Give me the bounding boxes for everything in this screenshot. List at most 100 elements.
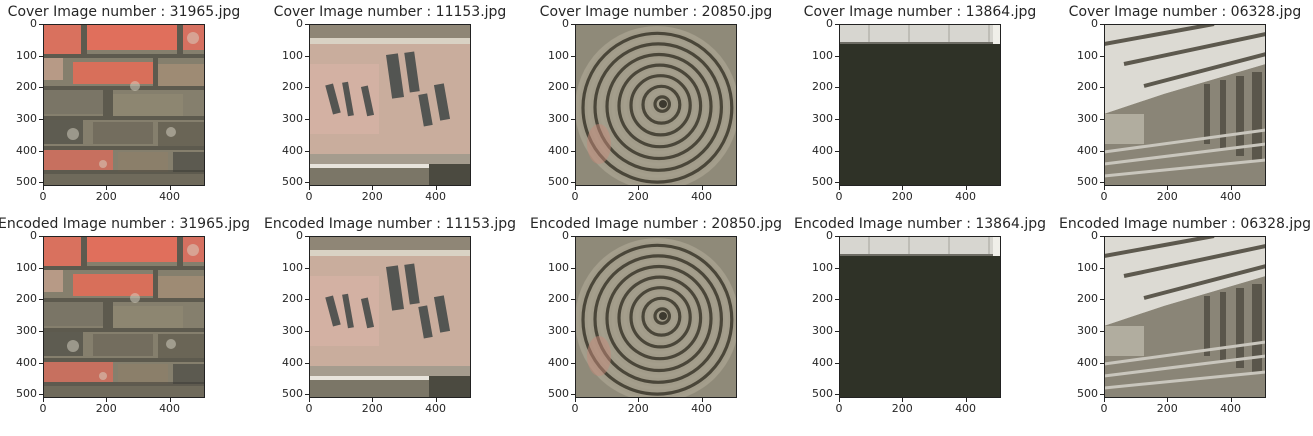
- x-tick-label: 400: [691, 190, 713, 203]
- x-tick-mark: [372, 186, 374, 190]
- y-tick-mark: [571, 87, 575, 89]
- y-tick-mark: [305, 118, 309, 120]
- y-tick-mark: [571, 362, 575, 364]
- x-tick-label: 0: [305, 402, 313, 415]
- y-tick-label: 300: [16, 323, 37, 337]
- y-tick-mark: [39, 24, 43, 25]
- y-tick-label: 100: [812, 48, 833, 62]
- x-tick-mark: [638, 398, 640, 402]
- panel-title: Encoded Image number : 11153.jpg: [263, 216, 517, 232]
- x-tick-label: 200: [1156, 190, 1178, 203]
- x-tick-mark: [1167, 398, 1169, 402]
- y-tick-mark: [305, 267, 309, 269]
- y-tick-mark: [835, 236, 839, 237]
- y-tick-mark: [305, 182, 309, 184]
- y-tick-label: 300: [1077, 111, 1098, 125]
- y-tick-label: 100: [548, 260, 569, 274]
- x-tick-mark: [106, 398, 108, 402]
- panel-title: Cover Image number : 31965.jpg: [7, 4, 241, 20]
- y-tick-mark: [835, 299, 839, 301]
- y-tick-label: 100: [548, 48, 569, 62]
- y-tick-label: 300: [16, 111, 37, 125]
- panel-title: Encoded Image number : 20850.jpg: [529, 216, 783, 232]
- y-tick-label: 400: [16, 355, 37, 369]
- y-tick-label: 200: [812, 292, 833, 306]
- y-tick-label: 0: [562, 17, 569, 30]
- y-tick-label: 400: [282, 143, 303, 157]
- x-tick-label: 400: [955, 190, 977, 203]
- y-tick-label: 300: [548, 111, 569, 125]
- y-tick-label: 400: [548, 143, 569, 157]
- x-tick-mark: [839, 186, 840, 190]
- y-tick-mark: [835, 118, 839, 120]
- x-tick-mark: [169, 186, 171, 190]
- brick-wall-icon: [43, 24, 205, 186]
- y-tick-label: 400: [1077, 355, 1098, 369]
- x-tick-mark: [1230, 398, 1232, 402]
- x-tick-mark: [902, 398, 904, 402]
- y-tick-label: 0: [296, 17, 303, 30]
- x-tick-mark: [839, 398, 840, 402]
- y-tick-label: 200: [282, 292, 303, 306]
- x-tick-label: 400: [159, 190, 181, 203]
- y-tick-mark: [835, 55, 839, 57]
- y-tick-label: 500: [548, 387, 569, 401]
- y-tick-mark: [835, 87, 839, 89]
- y-tick-mark: [835, 24, 839, 25]
- y-tick-label: 200: [1077, 80, 1098, 94]
- x-tick-mark: [1104, 186, 1105, 190]
- y-tick-mark: [39, 150, 43, 152]
- y-tick-label: 500: [812, 175, 833, 189]
- y-tick-label: 500: [282, 387, 303, 401]
- x-tick-mark: [575, 398, 576, 402]
- y-tick-mark: [305, 150, 309, 152]
- hallway-icon: [1104, 236, 1266, 398]
- panel-title: Cover Image number : 11153.jpg: [273, 4, 507, 20]
- x-tick-label: 0: [39, 402, 47, 415]
- x-tick-label: 200: [891, 190, 913, 203]
- x-tick-label: 400: [425, 402, 447, 415]
- y-tick-mark: [39, 118, 43, 120]
- x-tick-mark: [43, 186, 44, 190]
- spiral-icon: [575, 24, 737, 186]
- x-tick-label: 0: [1100, 190, 1108, 203]
- dark-room-icon: [839, 236, 1001, 398]
- y-tick-label: 300: [548, 323, 569, 337]
- y-tick-mark: [571, 236, 575, 237]
- y-tick-label: 200: [548, 80, 569, 94]
- x-tick-label: 200: [361, 190, 383, 203]
- y-tick-label: 300: [812, 323, 833, 337]
- x-tick-mark: [106, 186, 108, 190]
- panel-title: Encoded Image number : 31965.jpg: [0, 216, 251, 232]
- y-tick-label: 200: [548, 292, 569, 306]
- y-tick-mark: [39, 87, 43, 89]
- y-tick-label: 200: [16, 80, 37, 94]
- y-tick-label: 100: [1077, 48, 1098, 62]
- y-tick-label: 100: [16, 260, 37, 274]
- y-tick-mark: [39, 330, 43, 332]
- panel-title: Cover Image number : 13864.jpg: [803, 4, 1037, 20]
- x-tick-mark: [372, 398, 374, 402]
- y-tick-label: 0: [562, 229, 569, 242]
- dark-room-icon: [839, 24, 1001, 186]
- y-tick-label: 500: [16, 175, 37, 189]
- y-tick-label: 200: [812, 80, 833, 94]
- brick-wall-icon: [43, 236, 205, 398]
- y-tick-mark: [835, 182, 839, 184]
- x-tick-label: 400: [955, 402, 977, 415]
- y-tick-label: 400: [812, 355, 833, 369]
- y-tick-label: 0: [30, 17, 37, 30]
- y-tick-label: 500: [812, 387, 833, 401]
- y-tick-label: 100: [16, 48, 37, 62]
- y-tick-label: 400: [812, 143, 833, 157]
- y-tick-label: 400: [548, 355, 569, 369]
- y-tick-mark: [1100, 24, 1104, 25]
- y-tick-label: 300: [1077, 323, 1098, 337]
- x-tick-label: 0: [571, 402, 579, 415]
- x-tick-label: 0: [39, 190, 47, 203]
- panel-title: Cover Image number : 06328.jpg: [1068, 4, 1302, 20]
- x-tick-mark: [701, 398, 703, 402]
- y-tick-mark: [1100, 182, 1104, 184]
- y-tick-mark: [835, 267, 839, 269]
- y-tick-label: 100: [1077, 260, 1098, 274]
